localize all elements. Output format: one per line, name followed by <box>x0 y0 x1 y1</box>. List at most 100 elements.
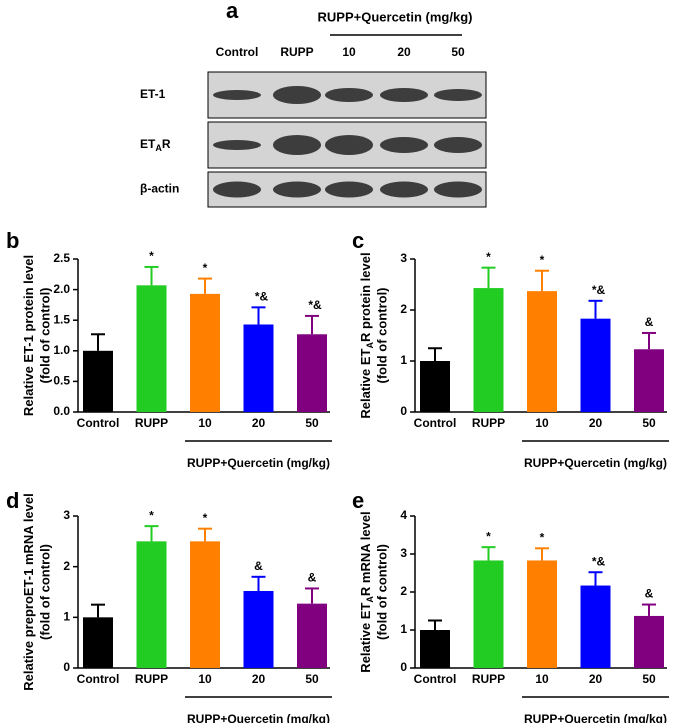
annotation: * <box>486 529 491 543</box>
y-axis-label: (fold of control) <box>374 544 389 640</box>
group-label: RUPP+Quercetin (mg/kg) <box>318 9 473 24</box>
x-tick-label: 50 <box>305 672 319 686</box>
annotation: * <box>203 511 208 525</box>
label-part: A <box>365 341 375 348</box>
y-axis-label: Relative preproET-1 mRNA level <box>21 493 36 690</box>
x-tick-label: RUPP <box>472 672 505 686</box>
band <box>380 88 428 102</box>
y-axis-label: (fold of control) <box>374 287 389 383</box>
bar <box>527 291 557 412</box>
bar <box>297 334 327 412</box>
band <box>325 181 373 198</box>
x-tick-label: RUPP <box>135 672 168 686</box>
y-axis-label: Relative ET-1 protein level <box>21 255 36 416</box>
x-tick-label: 20 <box>252 416 266 430</box>
band <box>273 86 321 104</box>
bar <box>190 541 220 668</box>
label-part: ET-1 <box>140 87 166 101</box>
label-part: β-actin <box>140 182 179 196</box>
label-part: Relative ET <box>358 603 373 673</box>
y-tick-label: 2.0 <box>53 282 70 296</box>
lane-label: 50 <box>451 45 465 59</box>
bar <box>580 585 611 668</box>
panel-label: c <box>352 228 364 253</box>
y-tick-label: 0 <box>63 660 70 674</box>
annotation: *& <box>255 290 269 304</box>
y-axis-label: Relative ETAR protein level <box>358 252 375 418</box>
x-tick-label: 50 <box>305 416 319 430</box>
annotation: & <box>254 559 263 573</box>
annotation: & <box>645 315 654 329</box>
y-tick-label: 2 <box>63 559 70 573</box>
row-label: ETAR <box>140 137 171 153</box>
bar <box>527 560 557 668</box>
bar <box>420 361 450 412</box>
panel-label: b <box>6 228 19 253</box>
bar <box>634 349 664 412</box>
lane-label: RUPP <box>280 45 313 59</box>
group-label: RUPP+Quercetin (mg/kg) <box>187 456 330 470</box>
bar <box>83 350 113 412</box>
y-tick-label: 1 <box>63 610 70 624</box>
annotation: & <box>308 571 317 585</box>
bar <box>243 324 274 412</box>
band <box>434 181 482 198</box>
band <box>434 137 482 153</box>
band <box>380 137 428 153</box>
label-part: R protein level <box>358 252 373 342</box>
band <box>434 89 482 101</box>
annotation: * <box>540 253 545 267</box>
bar <box>297 603 327 668</box>
panel-label: d <box>6 488 19 513</box>
band <box>213 181 261 198</box>
y-tick-label: 0.0 <box>53 404 70 418</box>
group-label: RUPP+Quercetin (mg/kg) <box>524 456 667 470</box>
bar <box>473 560 504 668</box>
bar <box>136 285 167 412</box>
y-tick-label: 1 <box>400 353 407 367</box>
band <box>380 181 428 198</box>
row-label: ET-1 <box>140 87 166 101</box>
annotation: * <box>149 249 154 263</box>
x-tick-label: Control <box>414 672 457 686</box>
label-part: Relative preproET-1 mRNA level <box>21 493 36 690</box>
bar <box>83 617 113 668</box>
y-axis-label: Relative ETAR mRNA level <box>358 511 375 672</box>
x-tick-label: 10 <box>198 672 212 686</box>
annotation: * <box>486 250 491 264</box>
x-tick-label: 20 <box>252 672 266 686</box>
lane-label: 10 <box>342 45 356 59</box>
y-tick-label: 2.5 <box>53 251 70 265</box>
bar <box>136 541 167 668</box>
y-tick-label: 3 <box>400 251 407 265</box>
annotation: *& <box>592 283 606 297</box>
label-part: Relative ET-1 protein level <box>21 255 36 416</box>
label-part: R <box>162 137 171 151</box>
lane-label: 20 <box>397 45 411 59</box>
annotation: *& <box>592 554 606 568</box>
y-tick-label: 1.5 <box>53 312 70 326</box>
group-label: RUPP+Quercetin (mg/kg) <box>524 712 667 723</box>
label-part: ET <box>140 137 156 151</box>
annotation: * <box>203 261 208 275</box>
panel-label: a <box>226 0 239 23</box>
band <box>213 90 261 100</box>
x-tick-label: Control <box>77 672 120 686</box>
band <box>325 135 373 155</box>
y-tick-label: 0.5 <box>53 374 70 388</box>
x-tick-label: 10 <box>535 672 549 686</box>
label-part: Relative ET <box>358 348 373 418</box>
band <box>213 140 261 150</box>
y-tick-label: 4 <box>400 508 407 522</box>
panel-label: e <box>352 488 364 513</box>
label-part: A <box>155 143 162 153</box>
y-tick-label: 1 <box>400 622 407 636</box>
group-label: RUPP+Quercetin (mg/kg) <box>187 712 330 723</box>
x-tick-label: 50 <box>642 672 656 686</box>
bar <box>634 615 664 668</box>
x-tick-label: 50 <box>642 416 656 430</box>
band <box>325 88 373 102</box>
y-axis-label: (fold of control) <box>37 287 52 383</box>
annotation: *& <box>308 298 322 312</box>
bar <box>420 630 450 668</box>
